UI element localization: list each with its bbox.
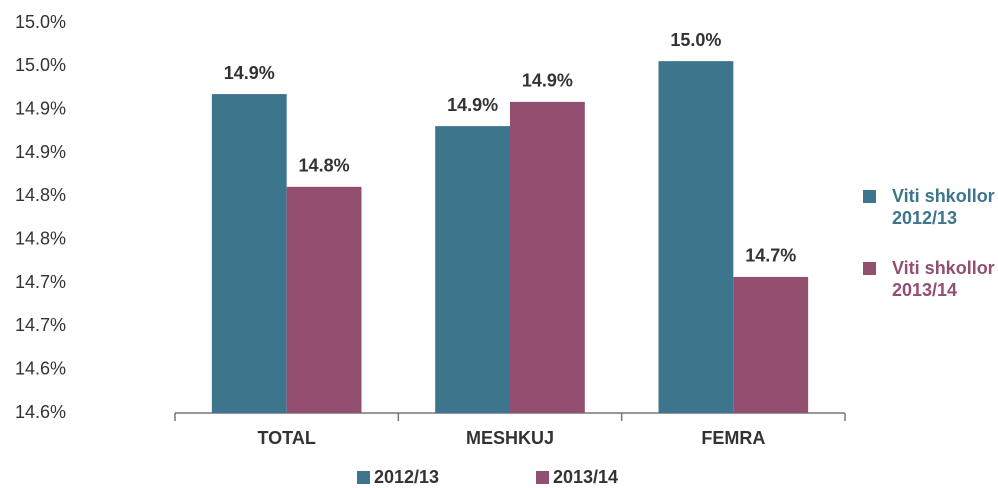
bar <box>733 276 809 413</box>
legend-swatch <box>863 190 876 203</box>
legend-swatch <box>536 471 549 484</box>
y-tick-label: 14.8% <box>15 185 66 205</box>
y-tick-label: 14.9% <box>15 142 66 162</box>
data-label: 14.9% <box>224 63 275 83</box>
y-tick-label: 14.7% <box>15 272 66 292</box>
legend-swatch <box>863 262 876 275</box>
bar <box>510 101 585 413</box>
x-tick-label: MESHKUJ <box>466 428 554 448</box>
legend-label: Viti shkollor 2012/13 <box>892 186 995 228</box>
data-label: 14.8% <box>299 156 350 176</box>
y-tick-label: 15.0% <box>15 12 66 32</box>
legend-label: Viti shkollor 2013/14 <box>892 258 995 300</box>
data-label: 14.7% <box>745 246 796 266</box>
x-tick-label: FEMRA <box>701 428 765 448</box>
bar <box>435 126 510 413</box>
y-tick-label: 14.6% <box>15 402 66 422</box>
x-tick-label: TOTAL <box>258 428 316 448</box>
legend-swatch <box>357 471 370 484</box>
data-label: 14.9% <box>522 71 573 91</box>
data-label: 15.0% <box>670 30 721 50</box>
legend-label: 2012/13 <box>374 467 439 487</box>
y-tick-label: 14.7% <box>15 315 66 335</box>
y-tick-label: 15.0% <box>15 55 66 75</box>
legend-label: 2013/14 <box>553 467 618 487</box>
y-tick-label: 14.6% <box>15 358 66 378</box>
data-label: 14.9% <box>447 95 498 115</box>
y-tick-label: 14.9% <box>15 98 66 118</box>
y-tick-label: 14.8% <box>15 228 66 248</box>
bar <box>211 94 287 414</box>
bar <box>286 186 362 413</box>
bar <box>658 61 734 414</box>
